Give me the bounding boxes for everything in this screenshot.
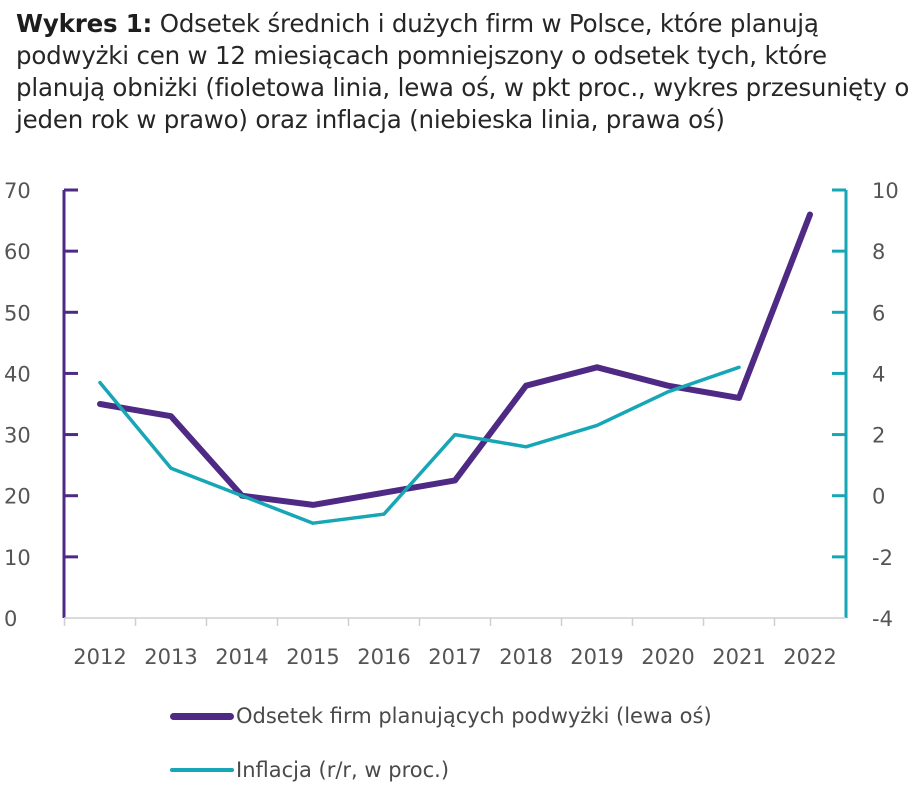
series-line-teal xyxy=(98,365,741,525)
right-tick-label: -4 xyxy=(872,607,893,631)
x-tick-label: 2013 xyxy=(144,645,197,669)
x-tick-label: 2019 xyxy=(570,645,623,669)
legend-item-purchases: Odsetek firm planujących podwyżki (lewa … xyxy=(170,704,712,728)
left-tick-label: 30 xyxy=(4,424,31,448)
x-tick-label: 2016 xyxy=(357,645,410,669)
right-tick-label: 2 xyxy=(872,424,885,448)
left-tick-label: 60 xyxy=(4,240,31,264)
chart-title-text: Odsetek średnich i dużych firm w Polsce,… xyxy=(16,9,910,134)
x-tick-label: 2017 xyxy=(428,645,481,669)
left-tick-label: 10 xyxy=(4,546,31,570)
right-tick-label: 0 xyxy=(872,485,885,509)
right-tick-label: 6 xyxy=(872,301,885,325)
right-tick-label: 4 xyxy=(872,362,885,386)
left-tick-label: 20 xyxy=(4,485,31,509)
left-tick-label: 50 xyxy=(4,301,31,325)
legend-swatch-purple xyxy=(170,712,234,720)
legend-swatch-teal xyxy=(170,768,234,772)
series-line-purple xyxy=(97,211,813,508)
x-tick-label: 2020 xyxy=(641,645,694,669)
x-tick-label: 2012 xyxy=(73,645,126,669)
right-tick-label: 8 xyxy=(872,240,885,264)
chart-title: Wykres 1: Odsetek średnich i dużych firm… xyxy=(16,8,912,136)
chart-series xyxy=(97,211,813,525)
chart-title-label: Wykres 1: xyxy=(16,9,153,38)
legend-label-purple: Odsetek firm planujących podwyżki (lewa … xyxy=(236,704,712,728)
left-tick-label: 0 xyxy=(4,607,17,631)
legend-item-inflation: Inflacja (r/r, w proc.) xyxy=(170,758,449,782)
chart-axes xyxy=(62,188,848,626)
x-tick-label: 2018 xyxy=(499,645,552,669)
chart-tick-labels: 0 10 20 30 40 50 60 70 -4 -2 0 2 4 6 8 10 2012 2013 2014 20… xyxy=(4,179,899,669)
legend-label-teal: Inflacja (r/r, w proc.) xyxy=(236,758,450,782)
x-tick-label: 2021 xyxy=(712,645,765,669)
left-tick-label: 70 xyxy=(4,179,31,203)
right-tick-label: -2 xyxy=(872,546,893,570)
x-tick-label: 2022 xyxy=(783,645,836,669)
right-tick-label: 10 xyxy=(872,179,899,203)
x-tick-label: 2014 xyxy=(215,645,268,669)
x-tick-label: 2015 xyxy=(286,645,339,669)
left-tick-label: 40 xyxy=(4,362,31,386)
